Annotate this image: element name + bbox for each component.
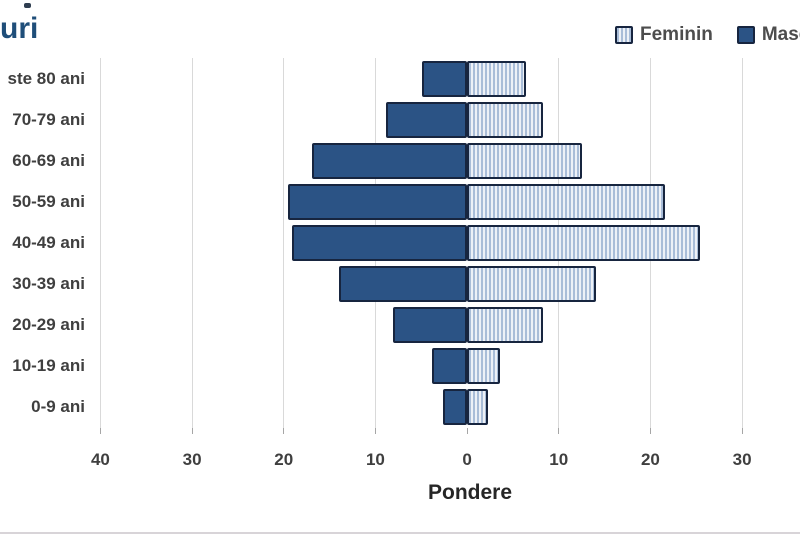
- feminin-swatch-icon: [615, 26, 633, 44]
- gridline: [99, 58, 101, 428]
- gridline: [191, 58, 193, 428]
- bar-masculin-30-39-ani: [338, 266, 468, 303]
- bar-feminin-60-69-ani: [467, 142, 582, 179]
- y-category-label: 60-69 ani: [12, 150, 85, 170]
- y-category-label: 40-49 ani: [12, 233, 85, 252]
- chart-legend: Feminin Masculin: [615, 24, 800, 46]
- y-category-label: 70-79 ani: [12, 109, 85, 129]
- bar-feminin-30-39-ani: [467, 266, 597, 303]
- bar-feminin-20-29-ani: [467, 307, 544, 344]
- bar-masculin-ste-80-ani: [422, 60, 468, 97]
- axis-tick: [558, 428, 560, 434]
- x-tick-label: 20: [274, 450, 294, 469]
- y-category-label: 30-39 ani: [12, 274, 85, 294]
- legend-item-feminin: Feminin: [615, 24, 713, 46]
- bar-feminin-40-49-ani: [467, 225, 700, 261]
- gridline: [741, 58, 743, 428]
- y-category-label: ste 80 ani: [7, 68, 86, 88]
- gridline: [283, 58, 285, 428]
- x-tick-label: 40: [90, 450, 110, 469]
- bar-feminin-0-9-ani: [467, 389, 489, 426]
- cropped-top-mark: [24, 3, 31, 8]
- axis-tick: [283, 428, 285, 434]
- x-tick-label: 10: [549, 450, 569, 469]
- axis-tick: [741, 428, 743, 434]
- x-tick-label: 20: [640, 450, 660, 469]
- x-tick-label: 30: [182, 450, 202, 469]
- axis-tick: [466, 428, 468, 434]
- x-tick-label: 10: [365, 450, 385, 469]
- bar-masculin-50-59-ani: [288, 183, 468, 220]
- axis-tick: [191, 428, 193, 434]
- bar-feminin-50-59-ani: [467, 183, 666, 220]
- bar-masculin-40-49-ani: [292, 225, 468, 261]
- bar-feminin-ste-80-ani: [467, 60, 526, 97]
- x-tick-label: 0: [462, 450, 472, 469]
- bar-feminin-10-19-ani: [467, 348, 501, 385]
- bar-masculin-10-19-ani: [432, 348, 468, 385]
- y-category-label: 20-29 ani: [12, 315, 85, 335]
- axis-tick: [649, 428, 651, 434]
- axis-tick: [374, 428, 376, 434]
- bar-masculin-20-29-ani: [392, 307, 468, 344]
- axis-tick: [99, 428, 101, 434]
- legend-label-masculin: Masculin: [761, 24, 800, 45]
- x-axis-title: Pondere: [427, 481, 513, 504]
- y-category-label: 10-19 ani: [12, 356, 85, 376]
- legend-item-masculin: Masculin: [736, 24, 800, 46]
- legend-label-feminin: Feminin: [640, 24, 713, 45]
- bar-feminin-70-79-ani: [467, 101, 544, 138]
- y-category-label: 50-59 ani: [12, 191, 85, 211]
- masculin-swatch-icon: [736, 26, 755, 44]
- bar-masculin-0-9-ani: [443, 389, 468, 426]
- y-category-label: 0-9 ani: [31, 397, 85, 417]
- bar-masculin-70-79-ani: [386, 101, 468, 138]
- chart-title: uri: [0, 12, 39, 45]
- x-tick-label: 30: [732, 450, 752, 469]
- bar-masculin-60-69-ani: [312, 142, 468, 179]
